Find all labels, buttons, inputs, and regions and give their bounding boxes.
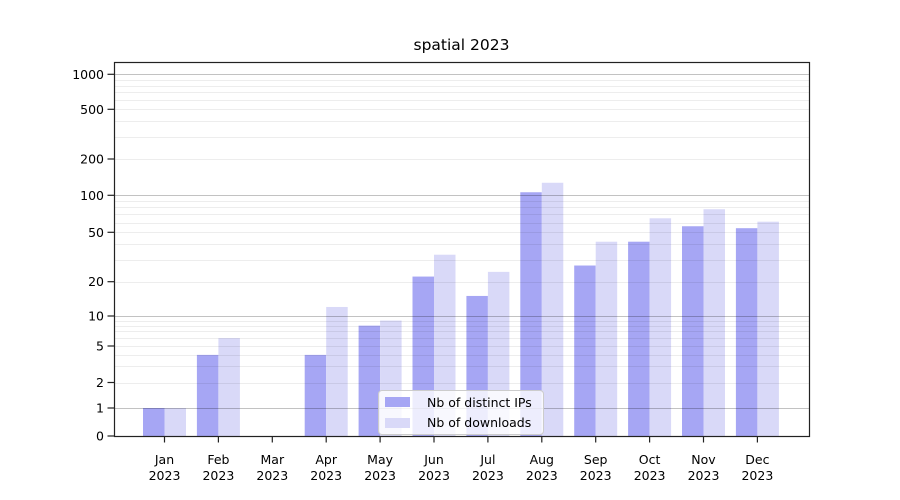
plot-spines [113,61,811,438]
legend: Nb of distinct IPs Nb of downloads [378,390,544,435]
y-tick-label-500: 500 [80,102,104,117]
bar-downloads-oct [649,218,672,436]
bar-downloads-feb [218,338,240,436]
bar-downloads-jan [164,408,186,436]
bar-distinct-ips-aug [520,192,542,436]
x-tick-label-month-mar: Mar [261,452,285,467]
y-tick-label-100: 100 [80,188,104,203]
bar-distinct-ips-jan [143,408,165,436]
legend-item-downloads: Nb of downloads [383,414,539,433]
x-tick-label-year-aug: 2023 [526,468,558,483]
chart-title: spatial 2023 [413,36,510,54]
bar-downloads-aug [541,182,564,436]
bar-distinct-ips-apr [304,354,327,436]
x-tick-label-year-apr: 2023 [310,468,342,483]
x-tick-label-month-nov: Nov [691,452,716,467]
x-tick-label-month-sep: Sep [584,452,608,467]
x-tick-label-month-jan: Jan [154,452,174,467]
bar-downloads-dec [757,221,779,436]
y-tick-label-20: 20 [88,274,104,289]
x-tick-label-month-feb: Feb [207,452,229,467]
legend-label-distinct-ips: Nb of distinct IPs [427,394,532,410]
x-tick-label-month-apr: Apr [315,452,337,467]
x-tick-label-year-sep: 2023 [580,468,612,483]
legend-swatch-downloads [385,417,410,428]
x-tick-label-year-jan: 2023 [149,468,181,483]
bar-downloads-apr [326,306,348,436]
bar-distinct-ips-feb [196,354,219,436]
x-tick-label-year-dec: 2023 [741,468,773,483]
legend-swatch-distinct-ips [385,397,410,408]
y-tick-label-2: 2 [96,375,104,390]
x-tick-label-month-aug: Aug [530,452,554,467]
x-tick-label-month-jun: Jun [423,452,444,467]
bar-downloads-nov [703,209,725,436]
x-tick-label-year-jul: 2023 [472,468,504,483]
x-tick-label-year-mar: 2023 [256,468,288,483]
y-tick-label-10: 10 [88,309,104,324]
bar-distinct-ips-dec [735,228,758,436]
x-tick-label-month-dec: Dec [745,452,769,467]
x-tick-label-year-may: 2023 [364,468,396,483]
y-tick-label-50: 50 [88,225,104,240]
y-tick-label-200: 200 [80,152,104,167]
y-tick-label-5: 5 [96,339,104,354]
x-tick-label-year-nov: 2023 [688,468,720,483]
x-tick-label-year-jun: 2023 [418,468,450,483]
y-tick-label-0: 0 [96,429,104,444]
x-tick-label-month-jul: Jul [479,452,495,467]
x-tick-label-year-oct: 2023 [634,468,666,483]
legend-item-distinct-ips: Nb of distinct IPs [383,393,539,412]
x-tick-label-month-oct: Oct [639,452,661,467]
bar-downloads-sep [595,241,618,436]
legend-label-downloads: Nb of downloads [427,415,532,431]
bar-distinct-ips-nov [682,226,704,436]
x-tick-label-year-feb: 2023 [202,468,234,483]
y-tick-label-1000: 1000 [72,67,104,82]
bar-distinct-ips-may [358,325,381,436]
bar-distinct-ips-oct [628,241,650,436]
y-tick-label-1: 1 [96,401,104,416]
bar-distinct-ips-sep [574,265,596,436]
x-tick-label-month-may: May [367,452,393,467]
